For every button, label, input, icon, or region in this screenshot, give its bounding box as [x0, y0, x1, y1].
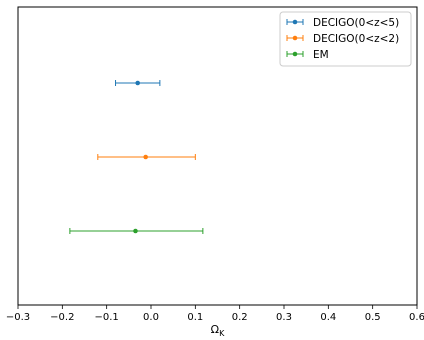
series-1 — [115, 80, 161, 86]
x-tick-label: −0.3 — [6, 312, 30, 323]
x-tick-label: −0.1 — [95, 312, 119, 323]
data-point — [135, 80, 140, 86]
legend-item: DECIGO(0<z<2) — [286, 33, 399, 45]
legend-item: DECIGO(0<z<5) — [286, 17, 399, 29]
x-tick-label: 0.3 — [276, 312, 292, 323]
legend: DECIGO(0<z<5) DECIGO(0<z<2) EM — [279, 11, 412, 67]
legend-marker — [292, 19, 298, 25]
data-point — [133, 228, 138, 234]
legend-label: EM — [313, 49, 329, 61]
chart-marks — [69, 80, 204, 234]
legend-label: DECIGO(0<z<2) — [313, 33, 399, 45]
x-tick-label: 0.4 — [320, 312, 336, 323]
legend-label: DECIGO(0<z<5) — [313, 17, 399, 29]
x-tick-label: 0.6 — [409, 312, 424, 323]
data-point — [143, 154, 148, 160]
x-axis: −0.3 −0.2 −0.1 0.0 0.1 0.2 0.3 0.4 0.5 0.6 — [6, 305, 424, 323]
x-tick-label: 0.5 — [365, 312, 381, 323]
plot-frame — [17, 6, 418, 306]
legend-marker — [292, 51, 298, 57]
x-tick-label: 0.0 — [143, 312, 159, 323]
x-tick-label: 0.1 — [187, 312, 203, 323]
x-tick-label: 0.2 — [232, 312, 248, 323]
series-2 — [97, 154, 196, 160]
legend-marker — [292, 35, 298, 41]
legend-item: EM — [286, 49, 329, 61]
x-tick-label: −0.2 — [50, 312, 74, 323]
legend-box — [279, 11, 412, 67]
series-3 — [69, 228, 204, 234]
x-axis-label: ΩK — [211, 323, 225, 338]
